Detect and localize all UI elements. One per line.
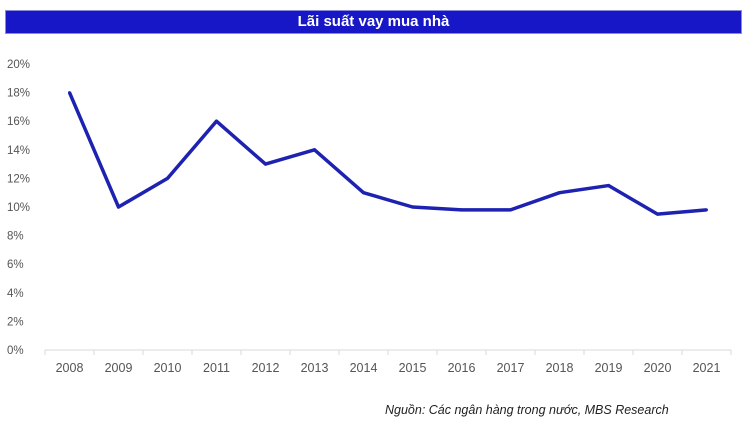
- source-note: Nguồn: Các ngân hàng trong nước, MBS Res…: [385, 403, 669, 417]
- y-tick-label: 2%: [7, 316, 24, 328]
- data-point: [215, 119, 218, 123]
- y-tick-label: 16%: [7, 116, 30, 128]
- data-point: [558, 191, 561, 195]
- x-tick-label: 2012: [252, 361, 280, 375]
- data-point: [509, 208, 512, 212]
- data-point: [313, 148, 316, 152]
- data-point: [166, 176, 169, 180]
- data-point: [607, 184, 610, 188]
- y-tick-label: 10%: [7, 202, 30, 214]
- data-point: [68, 91, 71, 95]
- x-tick-label: 2020: [644, 361, 672, 375]
- data-point: [411, 205, 414, 209]
- x-tick-label: 2011: [203, 361, 230, 375]
- x-tick-label: 2010: [154, 361, 182, 375]
- chart-title: Lãi suất vay mua nhà: [5, 10, 742, 34]
- x-tick-label: 2018: [546, 361, 574, 375]
- series-line: [67, 91, 707, 216]
- y-tick-label: 8%: [7, 231, 24, 243]
- y-tick-label: 14%: [7, 145, 30, 157]
- data-point: [656, 212, 659, 216]
- x-tick-label: 2013: [301, 361, 329, 375]
- y-tick-label: 6%: [7, 259, 24, 271]
- x-tick-label: 2016: [448, 361, 476, 375]
- data-point: [705, 208, 708, 212]
- x-tick-label: 2015: [399, 361, 427, 375]
- y-tick-label: 4%: [7, 288, 24, 300]
- x-tick-label: 2021: [693, 361, 721, 375]
- x-tick-label: 2019: [595, 361, 623, 375]
- x-tick-label: 2017: [497, 361, 525, 375]
- y-tick-label: 20%: [7, 59, 30, 71]
- data-point: [117, 205, 120, 209]
- data-point: [460, 208, 463, 212]
- x-tick-label: 2008: [56, 361, 84, 375]
- y-tick-label: 18%: [7, 88, 30, 100]
- x-tick-label: 2014: [350, 361, 378, 375]
- y-tick-label: 12%: [7, 173, 30, 185]
- data-point: [362, 191, 365, 195]
- x-tick-label: 2009: [105, 361, 133, 375]
- data-point: [264, 162, 267, 166]
- y-tick-label: 0%: [7, 345, 24, 357]
